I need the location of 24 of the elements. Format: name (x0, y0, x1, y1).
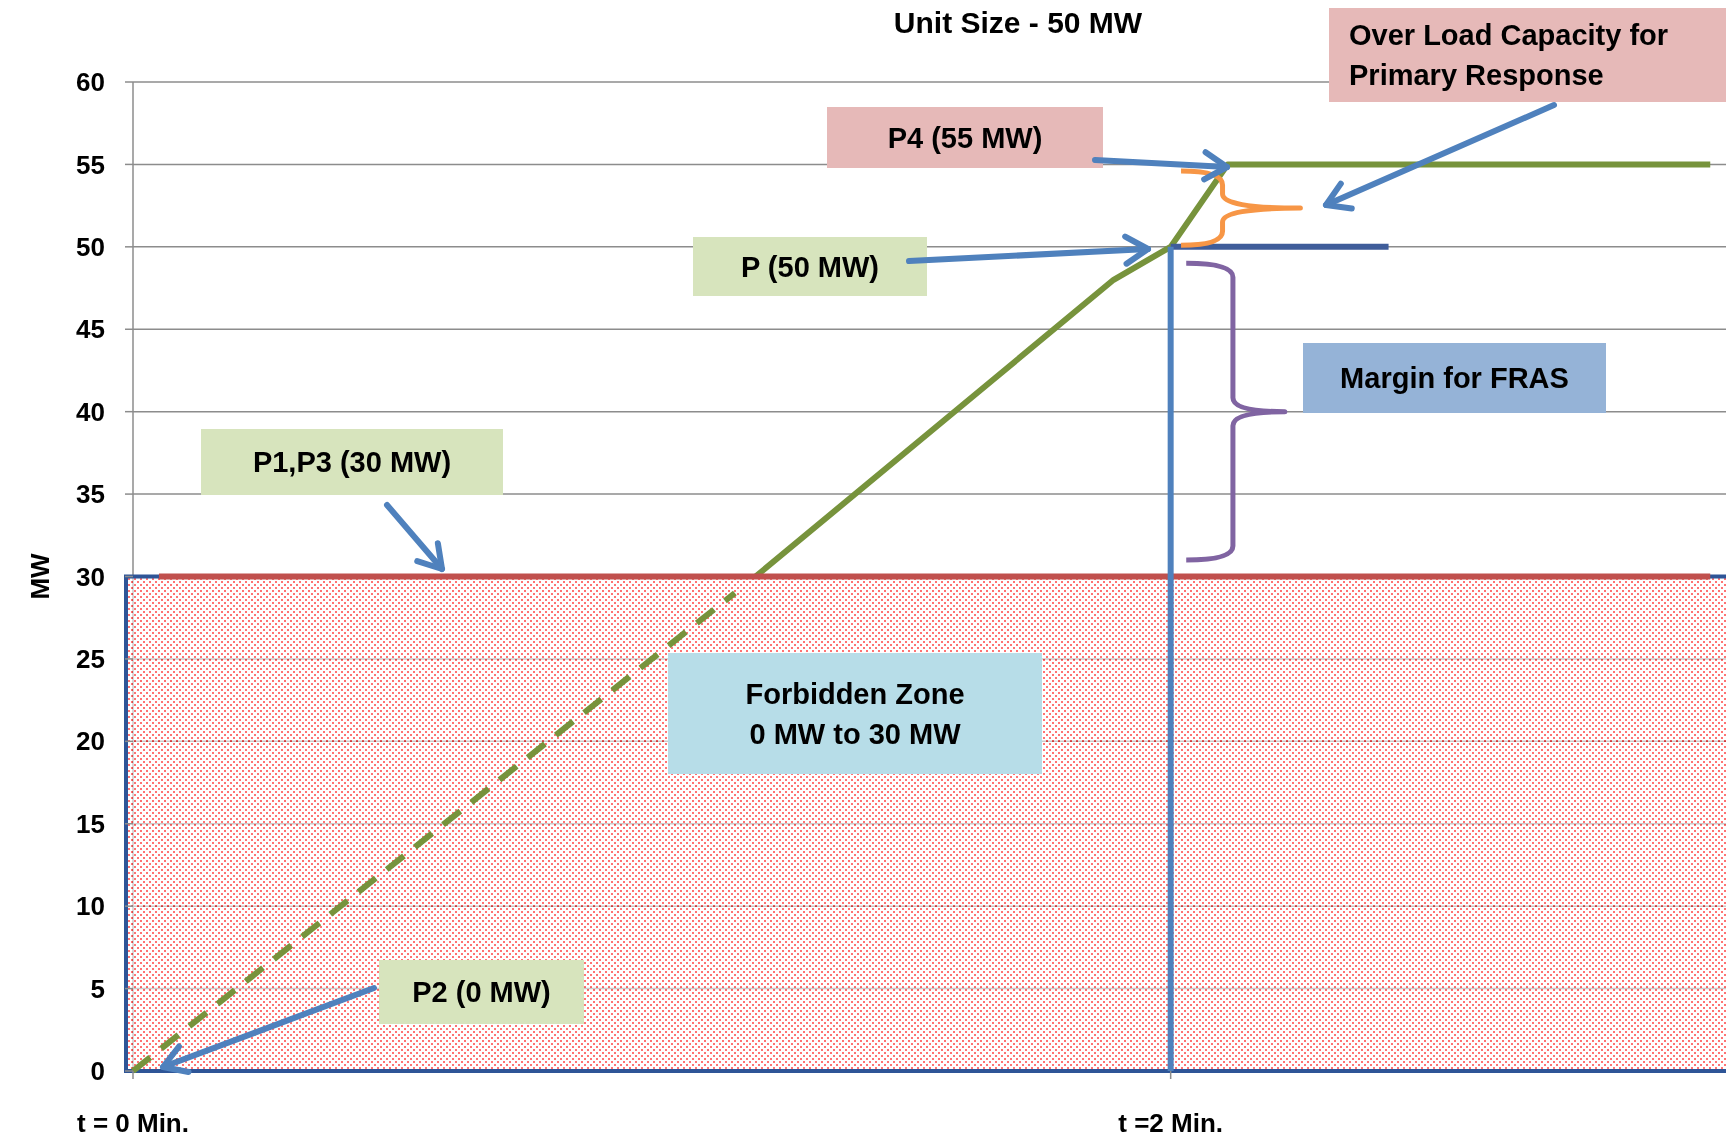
x-tick-label: t = 0 Min. (77, 1108, 189, 1139)
annotation: P2 (0 MW) (412, 976, 551, 1009)
y-tick-label: 55 (76, 149, 105, 180)
y-tick-label: 0 (90, 1056, 105, 1087)
x-tick-label: t =2 Min. (1118, 1108, 1224, 1139)
y-tick-label: 45 (76, 314, 105, 345)
y-tick-label: 25 (76, 644, 105, 675)
y-tick-label: 60 (76, 67, 105, 98)
annotation: P1,P3 (30 MW) (252, 446, 452, 479)
y-tick-label: 35 (76, 479, 105, 510)
annotation: Margin for FRAS (1340, 362, 1569, 395)
chart-title: Unit Size - 50 MW (893, 5, 1143, 39)
annotation: P4 (55 MW) (887, 121, 1043, 154)
y-tick-label: 15 (76, 808, 105, 839)
annotation: P (50 MW) (740, 250, 880, 283)
y-tick-label: 50 (76, 231, 105, 262)
y-tick-label: 10 (76, 891, 105, 922)
annotation: Over Load Capacity for Primary Response (1349, 19, 1669, 92)
y-tick-label: 20 (76, 726, 105, 757)
y-axis-title: MW (25, 552, 56, 600)
band-label: Forbidden Zone 0 MW to 30 MW (745, 677, 965, 750)
y-tick-label: 30 (76, 561, 105, 592)
y-tick-label: 5 (90, 973, 105, 1004)
y-tick-label: 40 (76, 396, 105, 427)
